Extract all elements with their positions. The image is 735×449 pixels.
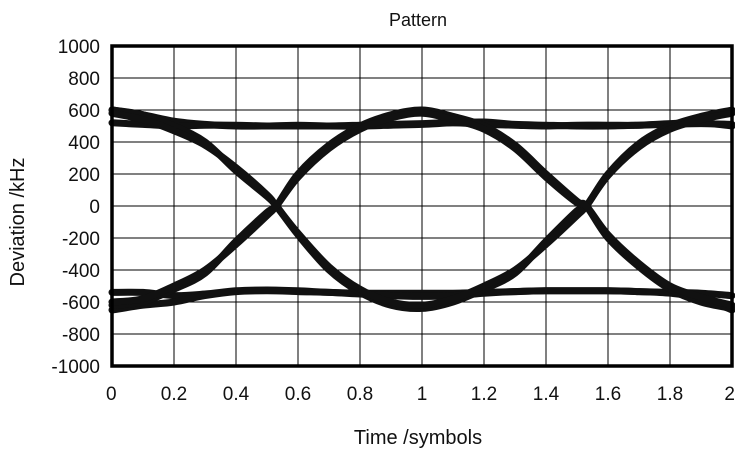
x-tick-label: 1.4 bbox=[533, 384, 560, 405]
series-line-2 bbox=[108, 119, 735, 130]
y-axis-label: Deviation /kHz bbox=[7, 158, 29, 287]
y-tick-label: 0 bbox=[89, 197, 100, 218]
y-tick-labels: 1000 800 600 400 200 0 -200 -400 -600 -800 -1000 bbox=[51, 37, 100, 378]
y-tick-label: 400 bbox=[68, 133, 100, 154]
y-tick-label: -800 bbox=[62, 325, 100, 346]
x-tick-labels: 0 0.2 0.4 0.6 0.8 1 1.2 1.4 1.6 1.8 2 bbox=[106, 384, 735, 405]
y-tick-label: 800 bbox=[68, 69, 100, 90]
series-line-7 bbox=[108, 109, 735, 309]
x-tick-label: 1 bbox=[417, 384, 428, 405]
x-tick-label: 0.2 bbox=[161, 384, 187, 405]
grid-lines bbox=[111, 45, 733, 367]
x-tick-label: 1.8 bbox=[657, 384, 683, 405]
y-tick-label: 1000 bbox=[58, 37, 100, 58]
x-tick-label: 0.6 bbox=[285, 384, 311, 405]
y-tick-label: -600 bbox=[62, 293, 100, 314]
series-line-8 bbox=[108, 109, 735, 309]
x-tick-label: 0 bbox=[106, 384, 117, 405]
y-tick-label: -1000 bbox=[51, 357, 100, 378]
x-tick-label: 0.4 bbox=[223, 384, 250, 405]
y-tick-label: -400 bbox=[62, 261, 100, 282]
plot-frame bbox=[110, 44, 734, 368]
series-lines bbox=[108, 106, 735, 314]
x-tick-label: 1.6 bbox=[595, 384, 621, 405]
y-tick-label: -200 bbox=[62, 229, 100, 250]
chart-title: Pattern bbox=[389, 10, 447, 30]
x-tick-label: 0.8 bbox=[347, 384, 373, 405]
x-axis-label: Time /symbols bbox=[354, 427, 482, 449]
y-tick-label: 600 bbox=[68, 101, 100, 122]
x-tick-label: 1.2 bbox=[471, 384, 497, 405]
x-tick-label: 2 bbox=[724, 384, 735, 405]
y-tick-label: 200 bbox=[68, 165, 100, 186]
series-line-4 bbox=[108, 287, 735, 314]
